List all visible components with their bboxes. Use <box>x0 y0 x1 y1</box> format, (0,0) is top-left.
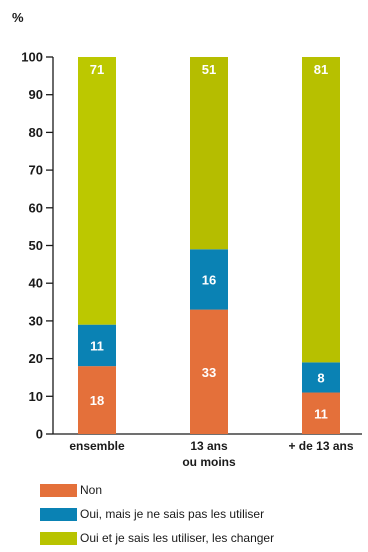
legend-item: Oui, mais je ne sais pas les utiliser <box>40 504 274 524</box>
x-tick-label: ou moins <box>182 455 236 469</box>
data-label: 71 <box>90 62 104 77</box>
bar-segment <box>190 249 228 310</box>
data-label: 18 <box>90 393 104 408</box>
data-label: 11 <box>90 338 104 353</box>
y-tick-label: 80 <box>29 125 43 140</box>
legend: Non Oui, mais je ne sais pas les utiliser… <box>40 480 274 552</box>
y-tick-label: 50 <box>29 238 43 253</box>
y-tick-label: 60 <box>29 200 43 215</box>
legend-swatch <box>40 483 77 497</box>
bar-segment <box>78 57 116 325</box>
legend-item: Oui et je sais les utiliser, les changer <box>40 528 274 548</box>
legend-swatch <box>40 531 77 545</box>
data-label: 8 <box>317 370 324 385</box>
legend-label: Non <box>80 483 103 497</box>
y-tick-label: 0 <box>36 427 43 442</box>
y-tick-label: 10 <box>29 389 43 404</box>
data-label: 11 <box>314 406 328 421</box>
bar-segment <box>302 57 340 363</box>
legend-swatch <box>40 507 77 521</box>
bar-segment <box>302 362 340 393</box>
y-axis-label: % <box>12 10 24 25</box>
bar-segment <box>78 324 116 367</box>
data-label: 16 <box>202 272 216 287</box>
y-tick-label: 20 <box>29 351 43 366</box>
data-label: 33 <box>202 365 216 380</box>
legend-item: Non <box>40 480 274 500</box>
bar-segment <box>190 57 228 250</box>
y-tick-label: 30 <box>29 313 43 328</box>
x-tick-label: + de 13 ans <box>288 439 353 453</box>
y-tick-label: 70 <box>29 163 43 178</box>
bar-segment <box>78 366 116 434</box>
bar-segment <box>190 309 228 434</box>
bar-segment <box>302 392 340 434</box>
data-label: 81 <box>314 62 328 77</box>
y-tick-label: 40 <box>29 276 43 291</box>
legend-label: Oui et je sais les utiliser, les changer <box>80 531 275 545</box>
data-label: 51 <box>202 62 216 77</box>
x-tick-label: ensemble <box>69 439 125 453</box>
legend-label: Oui, mais je ne sais pas les utiliser <box>80 507 265 521</box>
y-tick-label: 90 <box>29 87 43 102</box>
y-tick-label: 100 <box>21 50 43 65</box>
x-tick-label: 13 ans <box>190 439 228 453</box>
